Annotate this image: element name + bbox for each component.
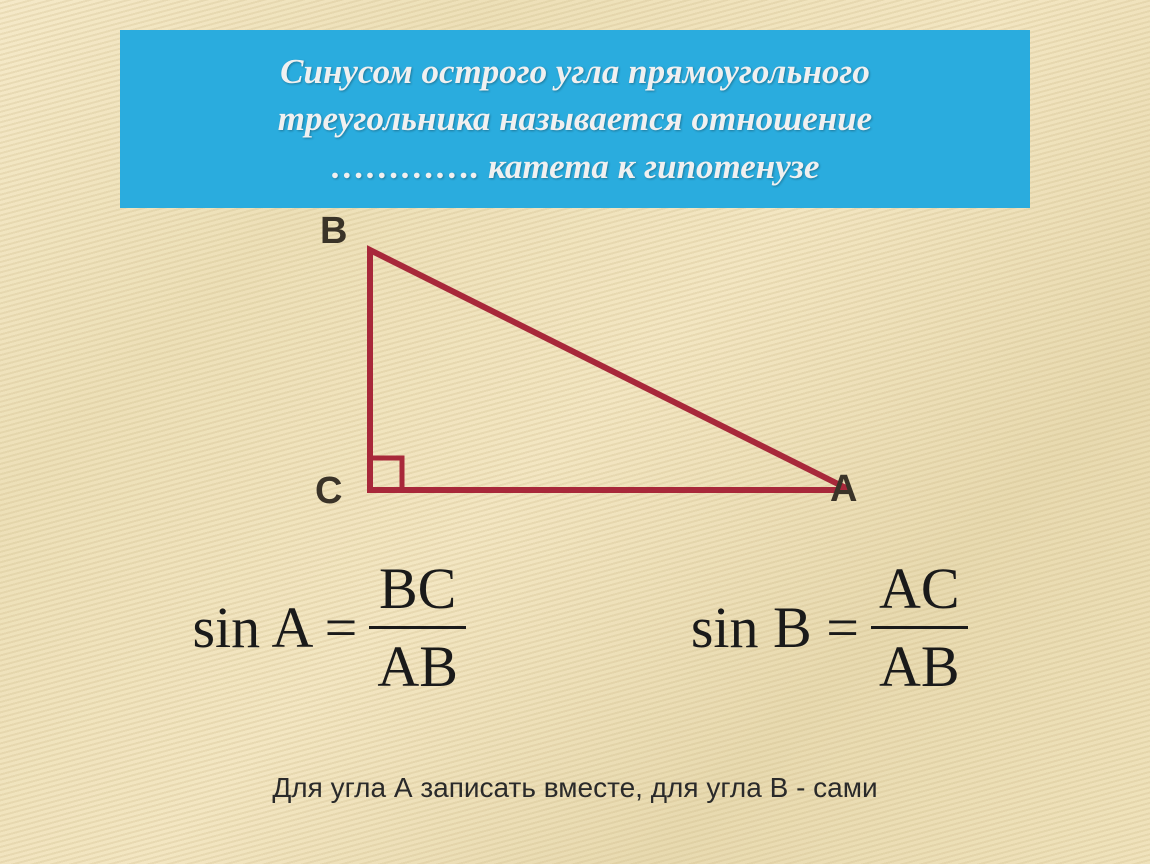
vertex-label-c: С <box>315 470 342 513</box>
formulas-row: sin A = BC AB sin B = AC AB <box>80 555 1080 700</box>
sin-a-denominator: AB <box>369 626 466 700</box>
definition-text: Синусом острого угла прямоугольного треу… <box>140 48 1010 190</box>
formula-sin-b: sin B = AC AB <box>691 555 968 700</box>
header-line-3: …………. катета к гипотенузе <box>330 147 819 186</box>
header-line-2: треугольника называется отношение <box>278 99 872 138</box>
sin-b-numerator: AC <box>871 555 968 626</box>
vertex-label-b: В <box>320 210 347 253</box>
triangle-path <box>370 250 850 490</box>
sin-b-fraction: AC AB <box>871 555 968 700</box>
sin-b-denominator: AB <box>871 626 968 700</box>
right-angle-marker <box>370 458 402 490</box>
definition-header: Синусом острого угла прямоугольного треу… <box>120 30 1030 208</box>
instruction-text: Для угла А записать вместе, для угла В -… <box>0 772 1150 804</box>
vertex-label-a: А <box>830 468 857 511</box>
sin-a-numerator: BC <box>371 555 464 626</box>
formula-sin-a: sin A = BC AB <box>192 555 465 700</box>
header-line-1: Синусом острого угла прямоугольного <box>280 52 870 91</box>
triangle-diagram: В С А <box>290 230 890 530</box>
sin-b-left: sin B = <box>691 594 859 661</box>
sin-a-left: sin A = <box>192 594 357 661</box>
triangle-svg <box>290 230 890 530</box>
sin-a-fraction: BC AB <box>369 555 466 700</box>
